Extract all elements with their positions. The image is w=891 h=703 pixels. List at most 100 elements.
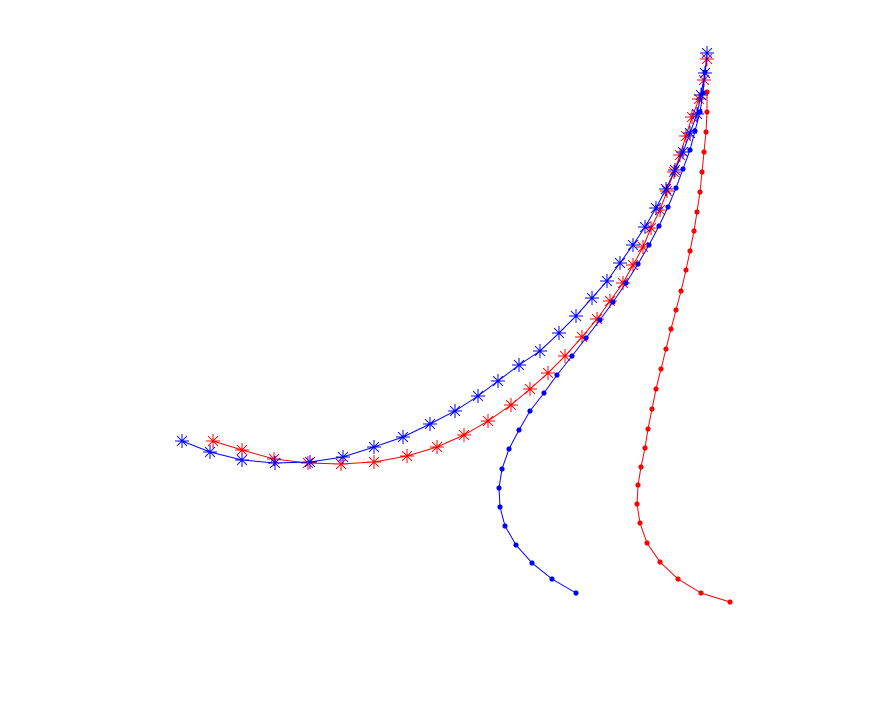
data-point xyxy=(610,299,616,305)
data-point xyxy=(471,389,485,403)
data-point xyxy=(649,201,663,215)
data-point xyxy=(600,274,614,288)
data-point xyxy=(691,228,697,234)
data-point xyxy=(457,428,471,442)
data-point xyxy=(700,90,706,96)
data-point xyxy=(613,256,627,270)
data-point xyxy=(552,326,566,340)
data-point xyxy=(704,89,710,95)
data-point xyxy=(527,408,533,414)
data-point xyxy=(206,434,220,448)
data-point xyxy=(513,542,519,548)
data-point xyxy=(699,169,705,175)
data-point xyxy=(516,427,522,433)
data-point xyxy=(334,457,348,471)
series-2 xyxy=(634,89,733,605)
data-point xyxy=(481,414,495,428)
data-point xyxy=(649,406,655,412)
data-point xyxy=(687,147,693,153)
data-point xyxy=(727,599,733,605)
data-point xyxy=(668,163,682,177)
data-point xyxy=(645,426,651,432)
data-point xyxy=(573,590,579,596)
data-point xyxy=(704,109,710,115)
data-point xyxy=(637,520,643,526)
data-point xyxy=(668,326,674,332)
data-point xyxy=(203,445,217,459)
data-point xyxy=(697,189,703,195)
data-point xyxy=(549,576,555,582)
series-line xyxy=(498,71,706,594)
data-point xyxy=(635,482,641,488)
data-point xyxy=(658,366,664,372)
data-point xyxy=(533,344,547,358)
data-point xyxy=(638,220,652,234)
data-point xyxy=(541,390,547,396)
data-point xyxy=(634,501,640,507)
series-3 xyxy=(496,69,708,596)
data-point xyxy=(491,374,505,388)
data-point xyxy=(642,445,648,451)
data-point xyxy=(700,46,714,60)
data-point xyxy=(175,434,189,448)
data-point xyxy=(690,107,704,121)
data-point xyxy=(702,69,708,75)
data-point xyxy=(675,576,681,582)
data-point xyxy=(585,291,599,305)
data-point xyxy=(638,464,644,470)
data-point xyxy=(656,223,662,229)
data-point xyxy=(646,242,652,248)
data-point xyxy=(657,559,663,565)
data-point xyxy=(583,335,589,341)
data-point xyxy=(423,417,437,431)
data-point xyxy=(502,523,508,529)
data-point xyxy=(703,129,709,135)
data-point xyxy=(303,455,317,469)
data-point xyxy=(506,446,512,452)
data-point xyxy=(301,456,315,470)
data-point xyxy=(367,455,381,469)
data-point xyxy=(499,466,505,472)
series-1 xyxy=(175,46,714,470)
data-point xyxy=(569,353,575,359)
data-point xyxy=(430,440,444,454)
data-point xyxy=(541,366,555,380)
data-point xyxy=(554,372,560,378)
data-point xyxy=(529,560,535,566)
data-point xyxy=(694,209,700,215)
data-point xyxy=(623,280,629,286)
data-point xyxy=(597,317,603,323)
data-point xyxy=(698,590,704,596)
data-point xyxy=(448,404,462,418)
data-point xyxy=(497,504,503,510)
data-point xyxy=(496,485,502,491)
data-point xyxy=(663,346,669,352)
data-point xyxy=(626,238,640,252)
series-line xyxy=(636,92,731,603)
data-point xyxy=(396,430,410,444)
data-point xyxy=(367,440,381,454)
data-point xyxy=(336,450,350,464)
data-point xyxy=(504,398,518,412)
data-point xyxy=(687,248,693,254)
data-point xyxy=(701,149,707,155)
data-point xyxy=(512,358,526,372)
data-point xyxy=(692,128,698,134)
data-point xyxy=(644,540,650,546)
data-point xyxy=(635,261,641,267)
data-point xyxy=(653,386,659,392)
series-line xyxy=(181,52,708,464)
data-point xyxy=(676,145,690,159)
data-point xyxy=(569,309,583,323)
data-point xyxy=(673,185,679,191)
data-point xyxy=(680,166,686,172)
data-point xyxy=(268,456,282,470)
data-point xyxy=(683,267,689,273)
data-point xyxy=(659,182,673,196)
data-point xyxy=(665,204,671,210)
data-point xyxy=(673,307,679,313)
data-point xyxy=(235,453,249,467)
data-point xyxy=(678,288,684,294)
